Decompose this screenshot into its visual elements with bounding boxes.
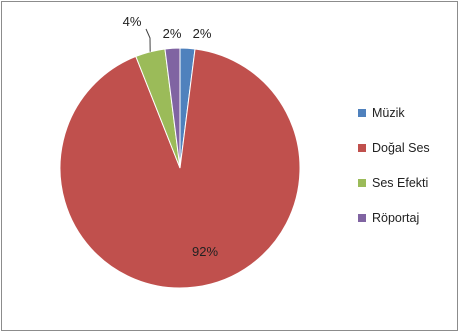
legend-label: Müzik xyxy=(372,106,405,120)
legend-item-roportaj: Röportaj xyxy=(358,209,430,227)
legend-swatch xyxy=(358,214,366,222)
legend-item-ses-efekti: Ses Efekti xyxy=(358,174,430,192)
data-label-dogal-ses: 92% xyxy=(192,244,218,259)
pie-slice-dogal-ses xyxy=(59,48,301,289)
legend: Müzik Doğal Ses Ses Efekti Röportaj xyxy=(358,104,430,244)
legend-item-dogal-ses: Doğal Ses xyxy=(358,139,430,157)
pie-slices xyxy=(59,47,301,289)
leader-line-ses-efekti xyxy=(145,28,151,52)
data-label-muzik: 2% xyxy=(193,26,212,41)
legend-swatch xyxy=(358,144,366,152)
legend-swatch xyxy=(358,179,366,187)
leader-lines xyxy=(145,28,151,52)
legend-label: Doğal Ses xyxy=(372,141,430,155)
data-label-roportaj: 2% xyxy=(163,26,182,41)
legend-swatch xyxy=(358,109,366,117)
pie-slice-roportaj xyxy=(164,47,181,169)
legend-label: Röportaj xyxy=(372,211,420,225)
data-labels: 2% 92% 4% 2% xyxy=(123,14,219,259)
legend-item-muzik: Müzik xyxy=(358,104,430,122)
legend-label: Ses Efekti xyxy=(372,176,429,190)
data-label-ses-efekti: 4% xyxy=(123,14,142,29)
